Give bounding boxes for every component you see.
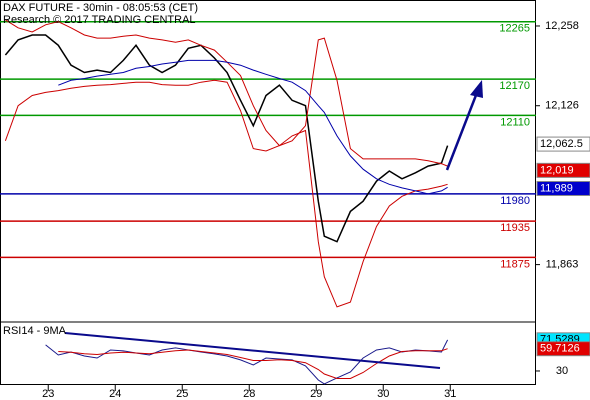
level-label: 11875 — [500, 258, 530, 270]
price-tag — [536, 341, 590, 357]
level-label: 12110 — [500, 116, 530, 128]
series-line — [58, 59, 448, 195]
price-tag-label: 12,019 — [540, 164, 574, 176]
series-line — [58, 348, 448, 379]
series-line — [4, 79, 448, 308]
x-tick-label: 23 — [42, 388, 54, 400]
x-tick-label: 31 — [444, 388, 456, 400]
y-tick-label: 12,126 — [545, 100, 579, 112]
chart-title: DAX FUTURE - 30min - 08:05:53 (CET) — [3, 2, 198, 14]
chart-subtitle: Research © 2017 TRADING CENTRAL — [3, 14, 196, 26]
y-tick-label: 11,863 — [546, 259, 579, 271]
level-label: 12265 — [499, 23, 530, 35]
series-line — [5, 19, 448, 167]
price-tag — [536, 162, 590, 178]
x-tick-label: 30 — [377, 388, 389, 400]
series-line — [45, 339, 449, 385]
plot-layer: 12265 12170 12110 11980 11935 11875 12,258 12,1… — [0, 19, 590, 400]
plot-frame — [0, 0, 536, 385]
x-tick-label: 29 — [310, 388, 322, 400]
price-tag-label: 59.7126 — [540, 343, 580, 355]
rsi-trend-line — [64, 332, 441, 369]
level-label: 11935 — [500, 222, 530, 234]
x-tick-label: 25 — [176, 388, 188, 400]
x-tick-label: 28 — [243, 388, 255, 400]
rsi-title: RSI14 - 9MA — [3, 325, 67, 337]
price-tag — [536, 136, 590, 152]
trend-arrow-head — [470, 80, 483, 98]
price-tag-label: 11,989 — [540, 182, 573, 194]
x-tick-label: 24 — [109, 388, 121, 400]
level-label: 12170 — [499, 80, 530, 92]
trend-arrow — [445, 89, 480, 171]
price-tag-label: 12,062.5 — [540, 138, 583, 150]
level-label: 11980 — [500, 195, 530, 207]
price-tag — [536, 180, 590, 196]
y-tick-label: 30 — [556, 365, 568, 377]
y-tick-label: 12,258 — [545, 20, 579, 32]
